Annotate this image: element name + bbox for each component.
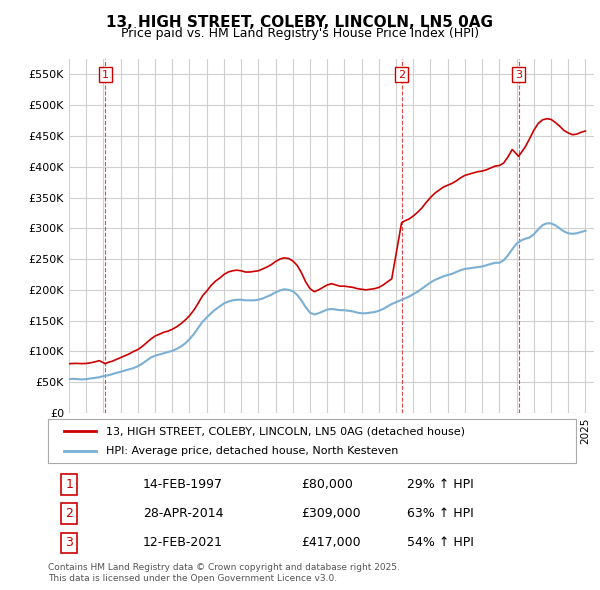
Text: 1: 1 xyxy=(65,478,73,491)
Text: 1: 1 xyxy=(102,70,109,80)
Text: 13, HIGH STREET, COLEBY, LINCOLN, LN5 0AG (detached house): 13, HIGH STREET, COLEBY, LINCOLN, LN5 0A… xyxy=(106,427,465,436)
Text: £309,000: £309,000 xyxy=(301,507,361,520)
Text: 13, HIGH STREET, COLEBY, LINCOLN, LN5 0AG: 13, HIGH STREET, COLEBY, LINCOLN, LN5 0A… xyxy=(107,15,493,30)
Text: 2: 2 xyxy=(65,507,73,520)
Text: HPI: Average price, detached house, North Kesteven: HPI: Average price, detached house, Nort… xyxy=(106,446,398,455)
Text: 12-FEB-2021: 12-FEB-2021 xyxy=(143,536,223,549)
Text: 14-FEB-1997: 14-FEB-1997 xyxy=(143,478,223,491)
Text: 2: 2 xyxy=(398,70,405,80)
Text: Price paid vs. HM Land Registry's House Price Index (HPI): Price paid vs. HM Land Registry's House … xyxy=(121,27,479,40)
Text: 3: 3 xyxy=(515,70,522,80)
Text: £417,000: £417,000 xyxy=(301,536,361,549)
Text: 54% ↑ HPI: 54% ↑ HPI xyxy=(407,536,474,549)
Text: 28-APR-2014: 28-APR-2014 xyxy=(143,507,224,520)
Text: 63% ↑ HPI: 63% ↑ HPI xyxy=(407,507,474,520)
Text: 3: 3 xyxy=(65,536,73,549)
Text: £80,000: £80,000 xyxy=(301,478,353,491)
Text: Contains HM Land Registry data © Crown copyright and database right 2025.
This d: Contains HM Land Registry data © Crown c… xyxy=(48,563,400,583)
Text: 29% ↑ HPI: 29% ↑ HPI xyxy=(407,478,474,491)
